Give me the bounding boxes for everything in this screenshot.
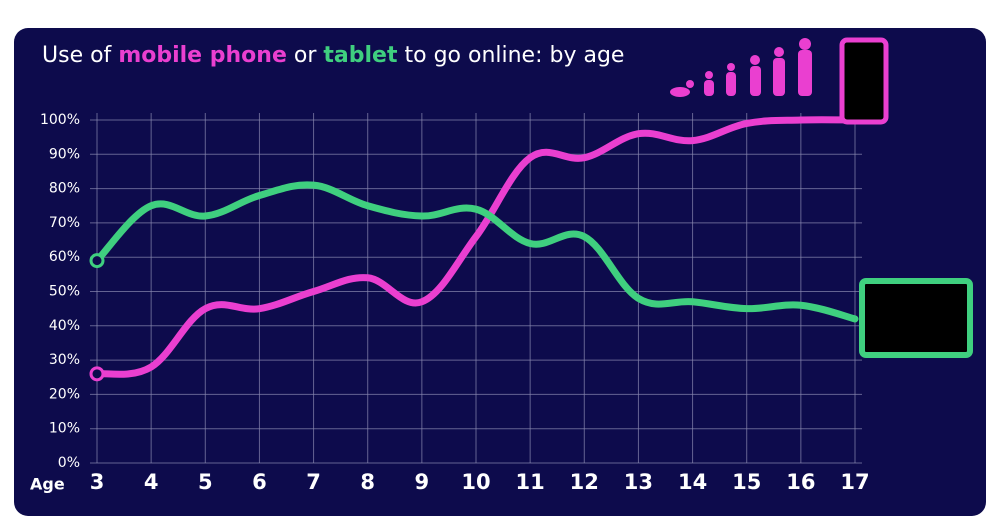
y-tick-label: 90% <box>49 146 80 162</box>
x-tick-label: 9 <box>415 470 430 494</box>
x-tick-label: 17 <box>840 470 869 494</box>
title-part: Use of <box>42 43 113 68</box>
y-tick-label: 10% <box>49 421 80 437</box>
x-tick-label: 4 <box>144 470 159 494</box>
x-tick-label: 12 <box>570 470 599 494</box>
start-point <box>89 366 105 382</box>
y-tick-label: 100% <box>40 112 80 128</box>
x-tick-label: 14 <box>678 470 707 494</box>
x-tick-label: 6 <box>252 470 267 494</box>
chart-title: Use of mobile phone or tablet to go onli… <box>42 43 624 68</box>
x-tick-label: 15 <box>732 470 761 494</box>
y-tick-label: 60% <box>49 249 80 265</box>
x-tick-label: 13 <box>624 470 653 494</box>
y-tick-label: 80% <box>49 181 80 197</box>
plot: 0% 10% 20% 30% 40% 50% 60% 70% 80% 90% 100% 3 4 5 6 7 8 9… <box>30 112 870 494</box>
tablet-icon <box>859 278 973 358</box>
y-tick-label: 20% <box>49 386 80 402</box>
y-tick-label: 30% <box>49 352 80 368</box>
y-tick-label: 70% <box>49 215 80 231</box>
title-part: or <box>294 43 317 68</box>
title-part: to go online: by age <box>404 43 624 68</box>
age-figures <box>670 38 812 97</box>
phone-icon <box>839 37 889 125</box>
legend-tablet: tablet <box>323 43 398 68</box>
x-tick-label: 10 <box>461 470 490 494</box>
x-tick-label: 16 <box>786 470 815 494</box>
y-tick-label: 50% <box>49 284 80 300</box>
legend-mobile: mobile phone <box>118 43 287 68</box>
y-tick-label: 40% <box>49 318 80 334</box>
x-tick-label: 5 <box>198 470 213 494</box>
series-line <box>93 116 859 378</box>
x-tick-label: 3 <box>90 470 105 494</box>
x-tick-label: 11 <box>516 470 545 494</box>
x-tick-label: 8 <box>360 470 375 494</box>
x-axis-label: Age <box>30 475 65 494</box>
start-point <box>89 253 105 269</box>
y-tick-label: 0% <box>58 455 80 471</box>
series-line <box>93 181 859 323</box>
x-tick-label: 7 <box>306 470 321 494</box>
